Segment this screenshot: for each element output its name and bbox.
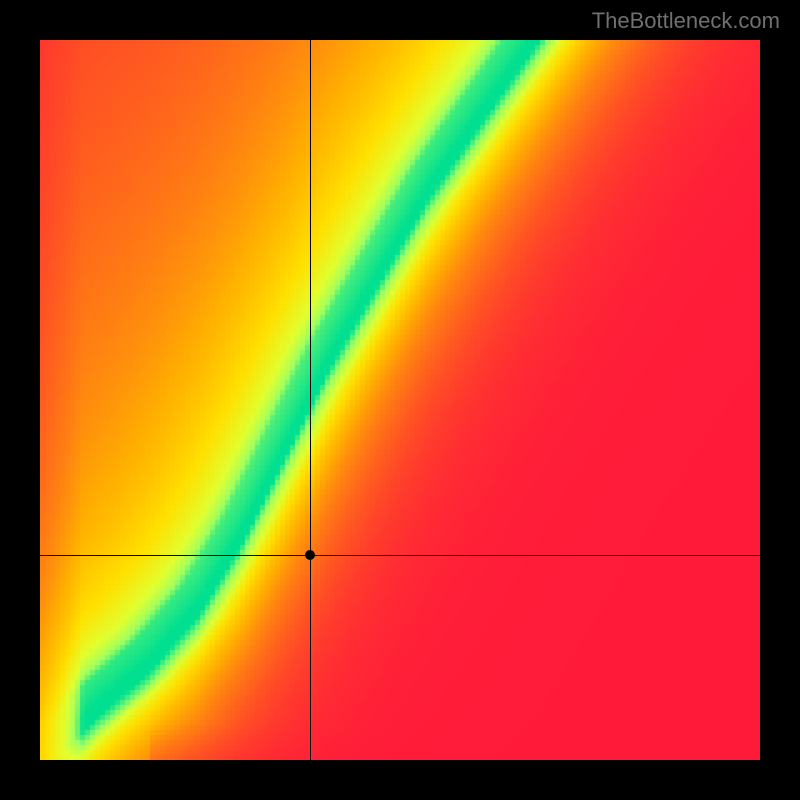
selection-marker [305,550,315,560]
bottleneck-heatmap-chart [40,40,760,760]
watermark-text: TheBottleneck.com [592,8,780,34]
crosshair-horizontal [40,555,760,556]
heatmap-canvas [40,40,760,760]
crosshair-vertical [310,40,311,760]
